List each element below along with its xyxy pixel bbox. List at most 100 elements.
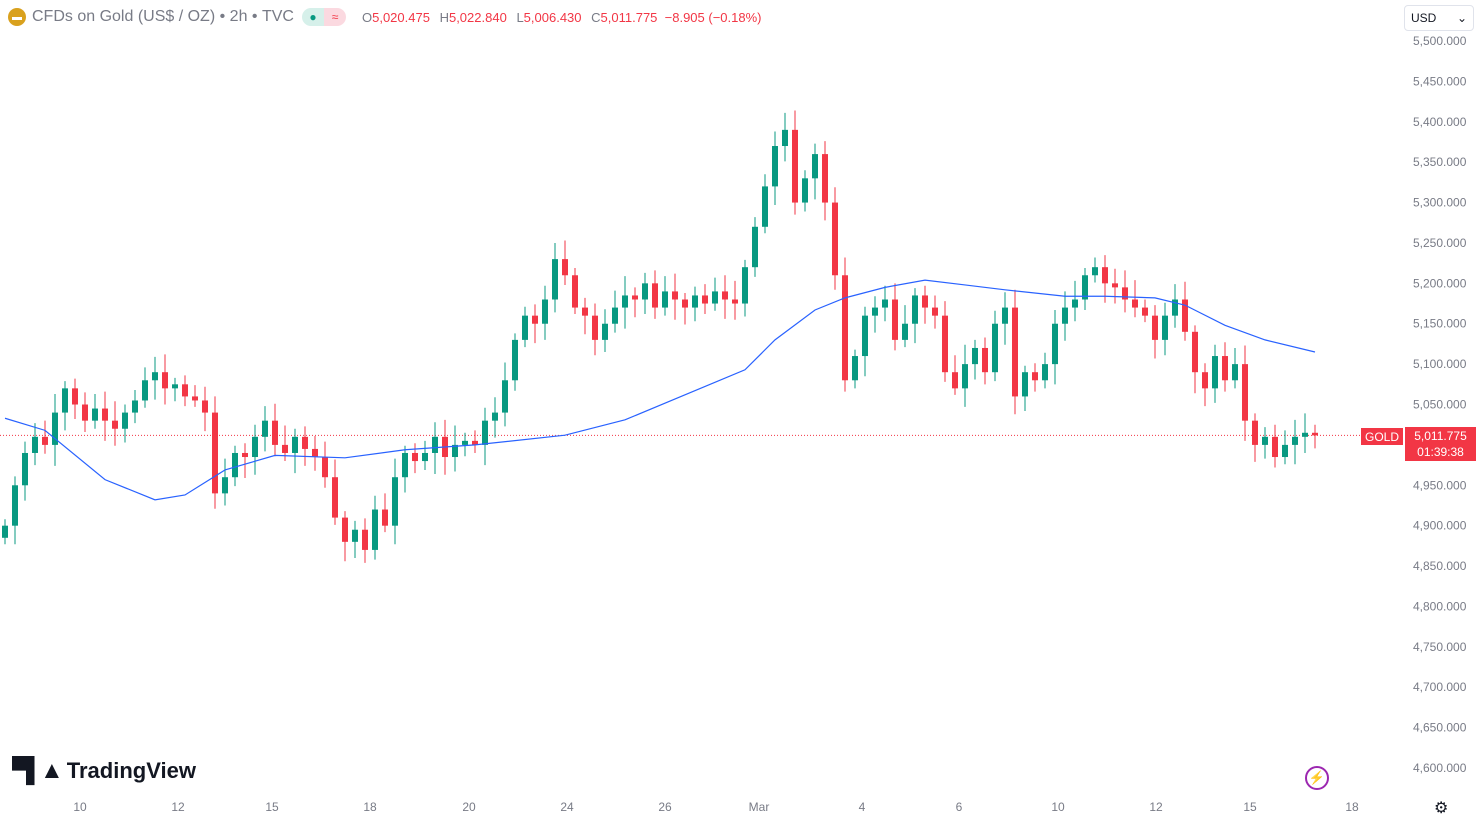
candle-up: [152, 372, 158, 381]
candle-down: [202, 400, 208, 413]
candle-down: [672, 291, 678, 300]
candle-up: [422, 452, 428, 462]
candle-up: [612, 307, 618, 324]
candle-up: [122, 412, 128, 429]
candle-up: [522, 315, 528, 340]
interval[interactable]: 2h: [229, 8, 248, 25]
candle-down: [242, 452, 248, 458]
candle-down: [682, 299, 688, 308]
candle-down: [1222, 356, 1228, 381]
time-tick-label: 18: [1345, 800, 1359, 814]
candle-up: [352, 529, 358, 542]
candle-down: [102, 408, 108, 421]
candle-up: [542, 299, 548, 324]
symbol-header[interactable]: ▬ CFDs on Gold (US$ / OZ) • 2h • TVC ● ≈…: [8, 8, 762, 26]
candle-up: [62, 388, 68, 413]
price-tick-label: 5,150.000: [1413, 317, 1467, 331]
candle-up: [482, 420, 488, 445]
tradingview-logo[interactable]: ▀▌▲ TradingView: [12, 757, 196, 785]
candle-down: [532, 315, 538, 324]
time-tick-label: 4: [859, 800, 866, 814]
candle-down: [562, 259, 568, 276]
candle-up: [1072, 299, 1078, 308]
candle-down: [922, 295, 928, 308]
price-tick-label: 5,200.000: [1413, 276, 1467, 290]
candle-down: [342, 517, 348, 542]
candle-up: [852, 356, 858, 381]
price-axis[interactable]: 5,500.000 5,450.000 5,400.000 5,350.000 5,30…: [1413, 34, 1467, 775]
status-pill[interactable]: ● ≈: [301, 8, 346, 26]
candle-down: [822, 154, 828, 203]
time-tick-label: 15: [1243, 800, 1257, 814]
candle-up: [292, 436, 298, 453]
candle-up: [52, 412, 58, 445]
time-tick-label: 18: [363, 800, 377, 814]
candle-down: [792, 129, 798, 203]
candle-down: [952, 372, 958, 389]
candle-down: [112, 420, 118, 429]
market-open-icon: ●: [301, 8, 324, 26]
candle-up: [2, 525, 8, 538]
lightning-icon[interactable]: ⚡: [1305, 766, 1329, 790]
open-label: O: [361, 9, 373, 25]
time-axis[interactable]: 10 12 15 18 20 24 26 Mar 4 6 10 12 15 18: [73, 800, 1359, 814]
price-tick-label: 5,450.000: [1413, 74, 1467, 88]
candle-down: [1182, 299, 1188, 332]
candle-down: [332, 477, 338, 518]
close-value: 5,011.775: [600, 9, 658, 25]
candle-up: [812, 154, 818, 179]
candle-up: [972, 347, 978, 365]
symbol-title[interactable]: CFDs on Gold (US$ / OZ): [32, 8, 216, 25]
time-tick-label: 12: [171, 800, 185, 814]
candle-down: [1252, 420, 1258, 445]
time-tick-label: 24: [560, 800, 574, 814]
candle-down: [652, 283, 658, 308]
candle-up: [1082, 275, 1088, 300]
time-tick-label: 6: [956, 800, 963, 814]
price-tick-label: 4,650.000: [1413, 721, 1467, 735]
price-tick-label: 4,750.000: [1413, 640, 1467, 654]
moving-average-line: [4, 279, 1316, 501]
price-tick-label: 4,900.000: [1413, 519, 1467, 533]
settings-gear-icon[interactable]: ⚙: [1434, 800, 1449, 817]
candle-up: [662, 291, 668, 308]
separator: •: [251, 8, 258, 25]
tv-logo-icon: ▀▌▲: [12, 757, 64, 784]
candle-down: [982, 347, 988, 373]
candle-up: [902, 323, 908, 340]
candle-up: [1092, 267, 1098, 276]
source: TVC: [261, 8, 294, 25]
price-tick-label: 5,300.000: [1413, 196, 1467, 210]
candle-up: [32, 436, 38, 453]
candle-down: [472, 440, 478, 445]
gold-symbol-icon: ▬: [8, 8, 26, 26]
currency-select[interactable]: USD ⌄: [1404, 5, 1474, 31]
time-tick-label: Mar: [749, 800, 770, 814]
candle-up: [1162, 315, 1168, 340]
candle-up: [762, 186, 768, 227]
candle-up: [92, 408, 98, 421]
last-price: 5,011.775: [1414, 429, 1467, 443]
candle-down: [82, 404, 88, 421]
last-price-badge: 5,011.775 01:39:38: [1405, 427, 1476, 461]
candle-up: [512, 339, 518, 381]
candle-down: [702, 295, 708, 304]
candle-up: [622, 295, 628, 308]
candle-down: [42, 436, 48, 445]
ohlc-values: O5,020.475 H5,022.840 L5,006.430 C5,011.…: [356, 10, 762, 25]
candle-up: [222, 477, 228, 494]
candle-down: [842, 275, 848, 381]
price-tick-label: 5,050.000: [1413, 398, 1467, 412]
price-tick-label: 5,100.000: [1413, 357, 1467, 371]
candle-down: [212, 412, 218, 494]
candle-up: [862, 315, 868, 357]
candle-down: [1272, 436, 1278, 458]
candle-down: [72, 388, 78, 405]
candle-up: [872, 307, 878, 316]
candle-up: [172, 384, 178, 389]
candle-up: [1282, 444, 1288, 458]
candle-up: [742, 267, 748, 304]
candle-down: [932, 307, 938, 316]
candle-up: [502, 380, 508, 413]
